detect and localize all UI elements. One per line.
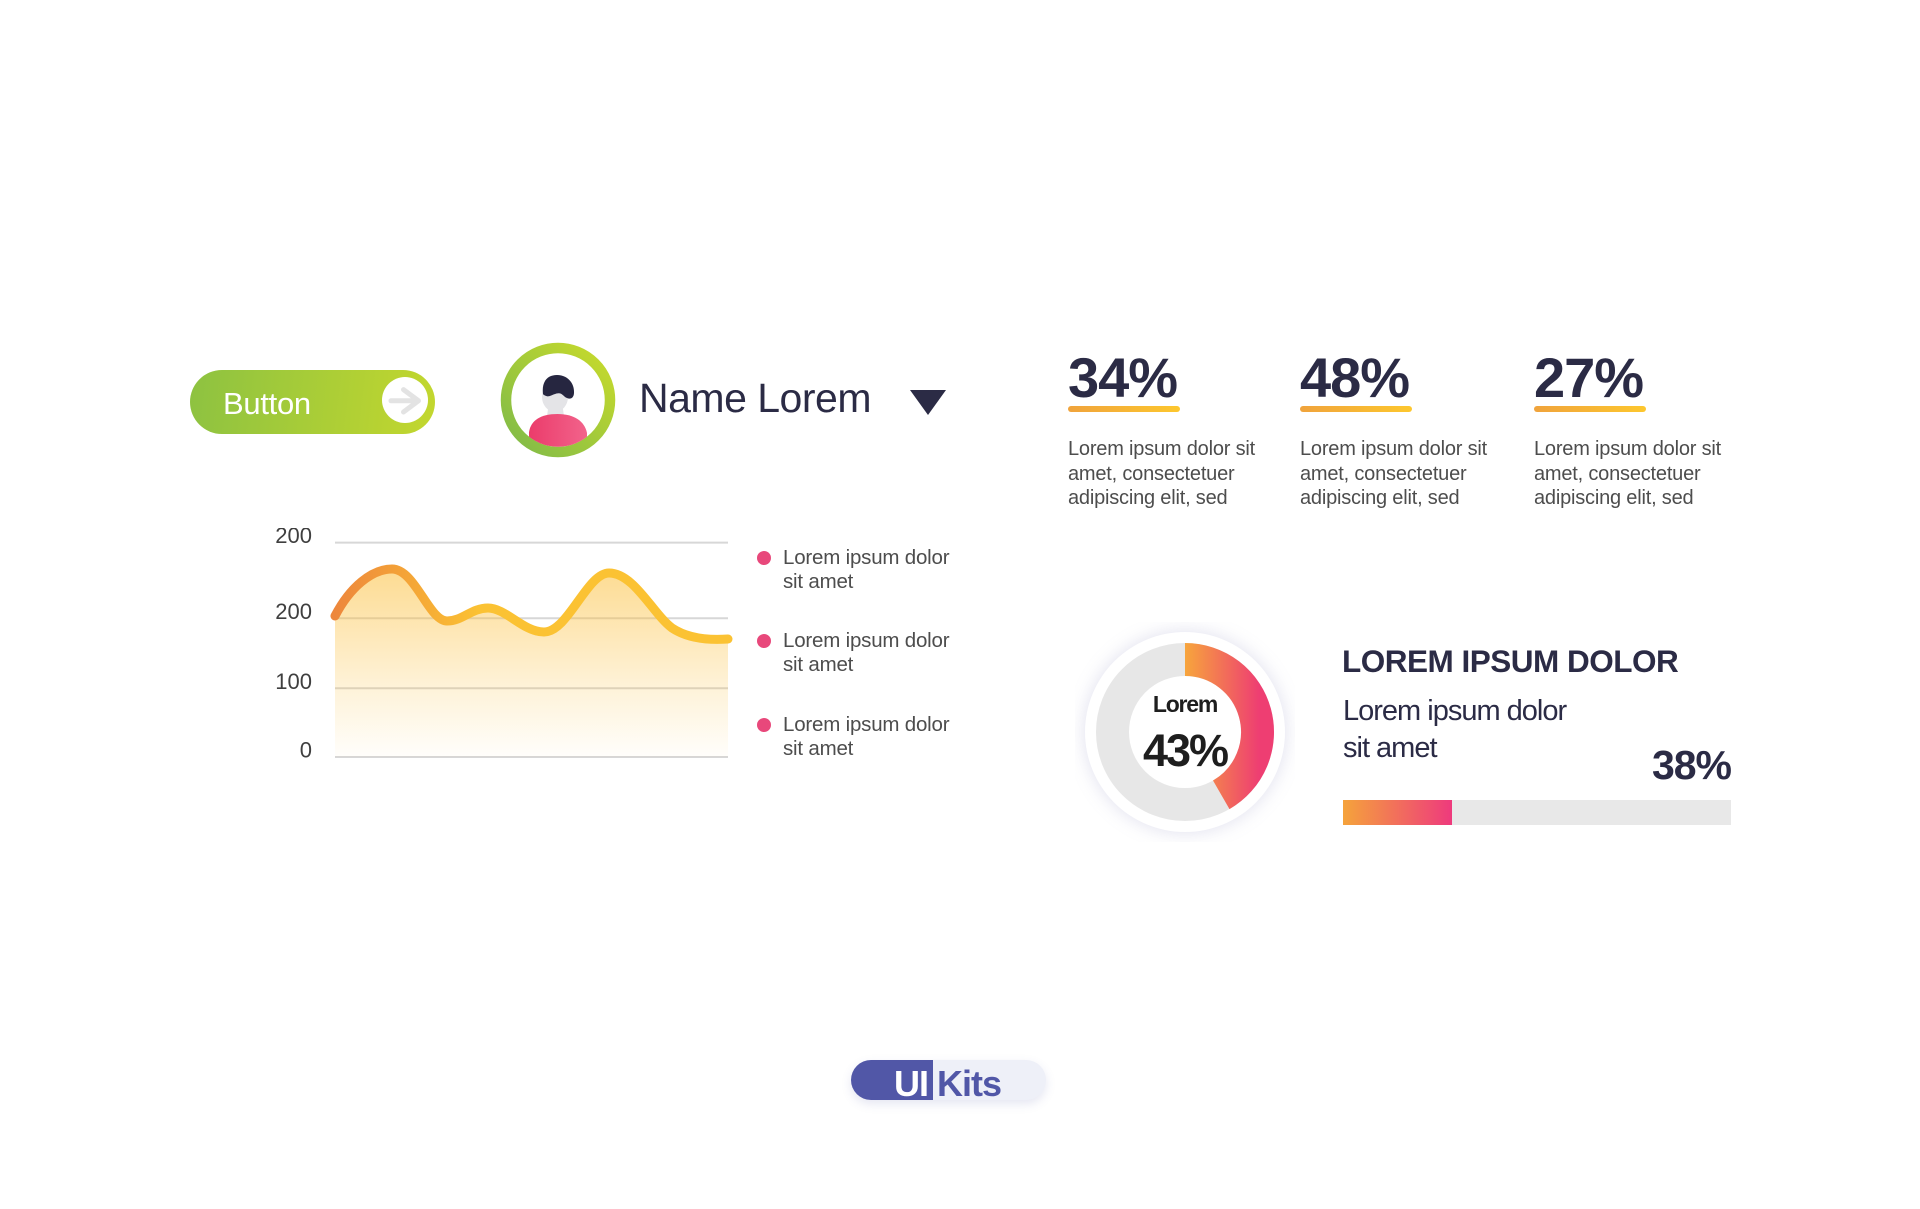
svg-text:43%: 43% <box>1143 725 1228 776</box>
svg-text:200: 200 <box>275 599 312 624</box>
svg-text:100: 100 <box>275 669 312 694</box>
svg-text:0: 0 <box>300 738 312 763</box>
svg-text:Lorem: Lorem <box>1153 691 1218 717</box>
svg-text:200: 200 <box>275 528 312 548</box>
